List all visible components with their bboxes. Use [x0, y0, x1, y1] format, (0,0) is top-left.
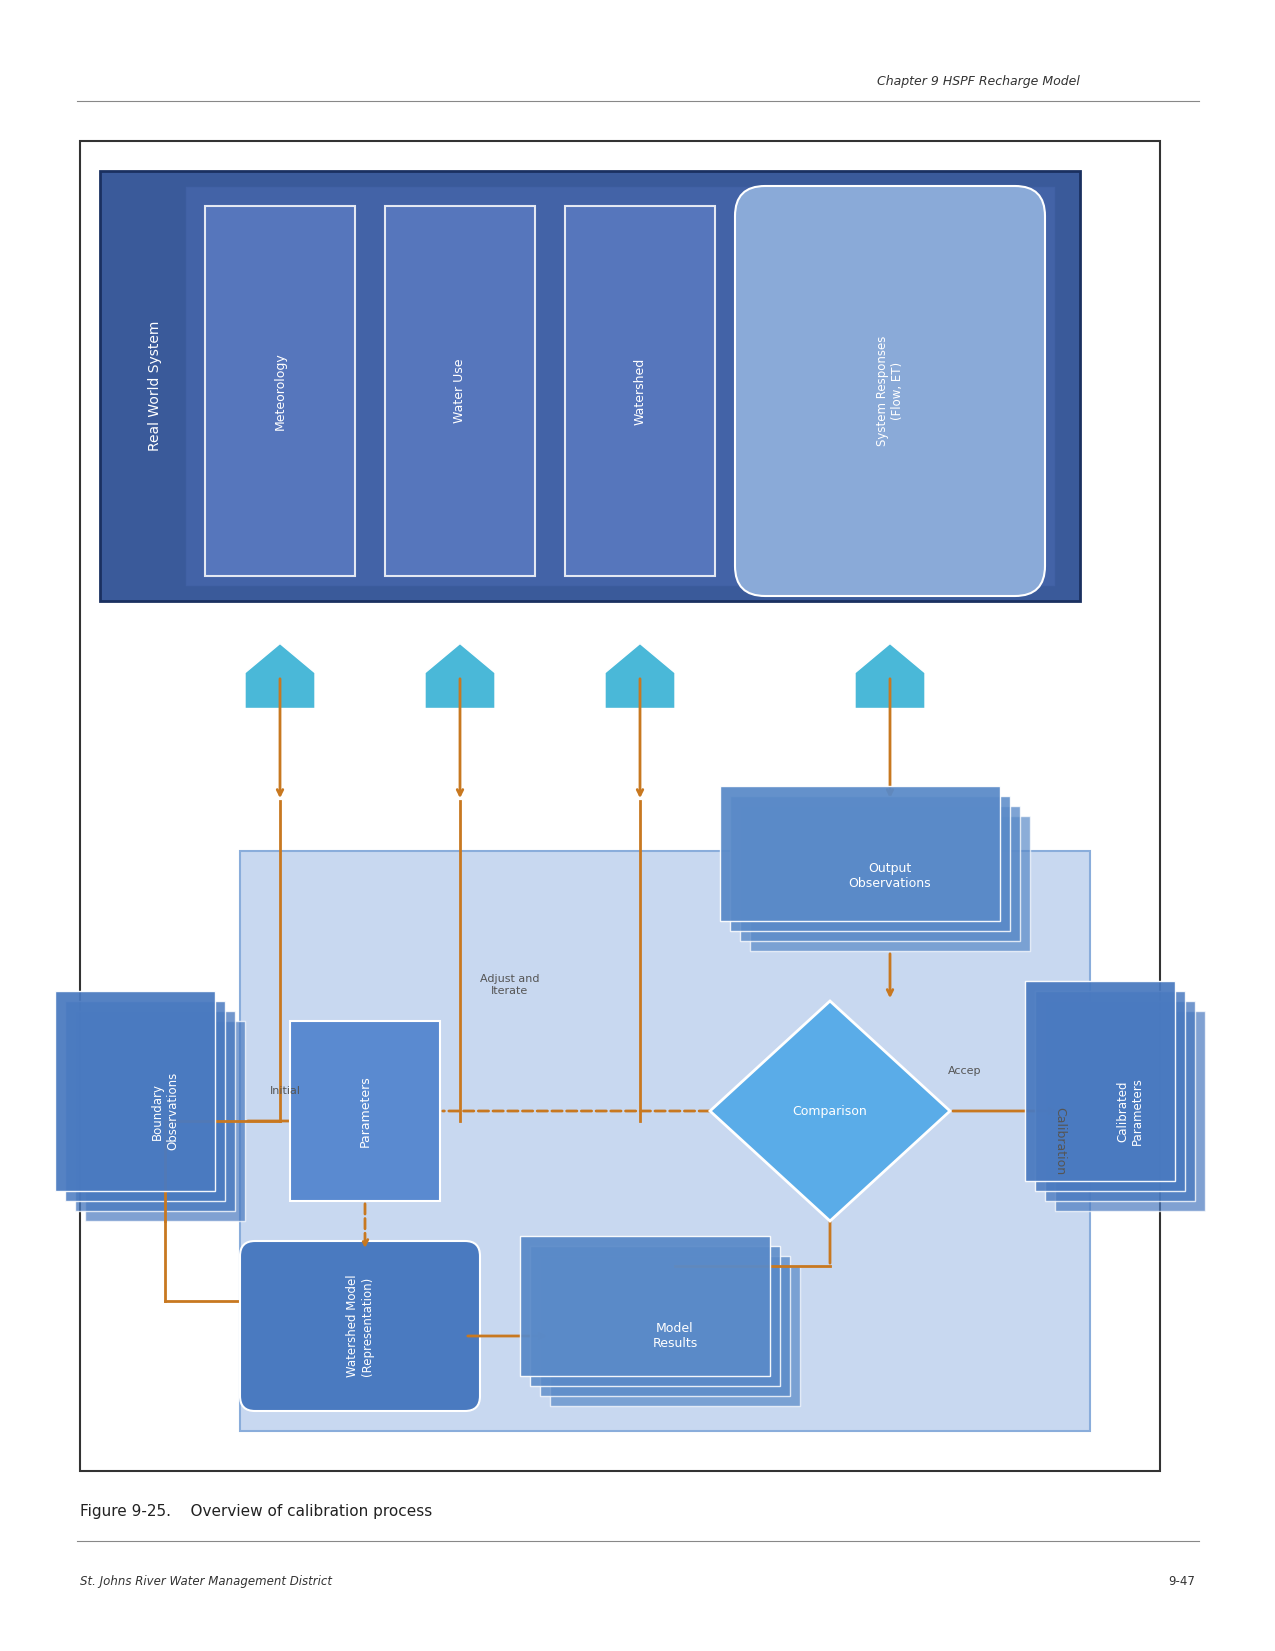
Bar [731, 796, 1010, 931]
Text: Adjust and
Iterate: Adjust and Iterate [481, 974, 539, 996]
Bar [565, 206, 715, 576]
Bar [205, 206, 354, 576]
Bar [185, 187, 1054, 586]
Text: Watershed Model
(Representation): Watershed Model (Representation) [346, 1275, 374, 1377]
Text: System Responses
(Flow, ET): System Responses (Flow, ET) [876, 335, 904, 446]
Text: Output
Observations: Output Observations [849, 862, 931, 890]
Bar [65, 1001, 224, 1200]
Text: Watershed: Watershed [634, 357, 646, 424]
Bar [541, 1256, 790, 1397]
Text: Meteorology: Meteorology [274, 352, 287, 429]
FancyBboxPatch shape [240, 1242, 479, 1412]
Bar [520, 1237, 770, 1375]
Bar [80, 140, 1160, 1471]
Bar [385, 206, 536, 576]
Bar [1025, 981, 1176, 1180]
Polygon shape [606, 644, 674, 708]
Text: Chapter 9 HSPF Recharge Model: Chapter 9 HSPF Recharge Model [877, 74, 1080, 88]
Bar [1054, 1010, 1205, 1210]
Text: St. Johns River Water Management District: St. Johns River Water Management Distric… [80, 1575, 332, 1588]
Bar [289, 1020, 440, 1200]
Bar [1035, 991, 1184, 1190]
Polygon shape [856, 644, 924, 708]
FancyBboxPatch shape [734, 187, 1046, 596]
Text: Figure 9-25.    Overview of calibration process: Figure 9-25. Overview of calibration pro… [80, 1504, 432, 1519]
Bar [85, 1020, 245, 1222]
Polygon shape [710, 1001, 950, 1222]
Bar [550, 1266, 799, 1407]
Text: Boundary
Observations: Boundary Observations [150, 1071, 178, 1151]
Polygon shape [425, 644, 495, 708]
Polygon shape [245, 644, 315, 708]
Bar [75, 1010, 235, 1210]
Text: Water Use: Water Use [454, 358, 467, 423]
Bar [55, 991, 215, 1190]
Bar [99, 172, 1080, 601]
Text: Model
Results: Model Results [653, 1322, 697, 1351]
Text: Real World System: Real World System [148, 320, 162, 451]
Text: Calibrated
Parameters: Calibrated Parameters [1116, 1076, 1144, 1144]
Text: Accep: Accep [949, 1067, 982, 1076]
Text: 9-47: 9-47 [1168, 1575, 1195, 1588]
Bar [1046, 1001, 1195, 1200]
Bar [750, 816, 1030, 951]
Text: Parameters: Parameters [358, 1075, 371, 1147]
Bar [530, 1247, 780, 1385]
Text: Initial: Initial [269, 1086, 301, 1096]
Text: Calibration: Calibration [1053, 1106, 1066, 1176]
Bar [240, 850, 1090, 1431]
Text: Comparison: Comparison [793, 1105, 867, 1118]
Bar [740, 806, 1020, 941]
Bar [720, 786, 1000, 921]
